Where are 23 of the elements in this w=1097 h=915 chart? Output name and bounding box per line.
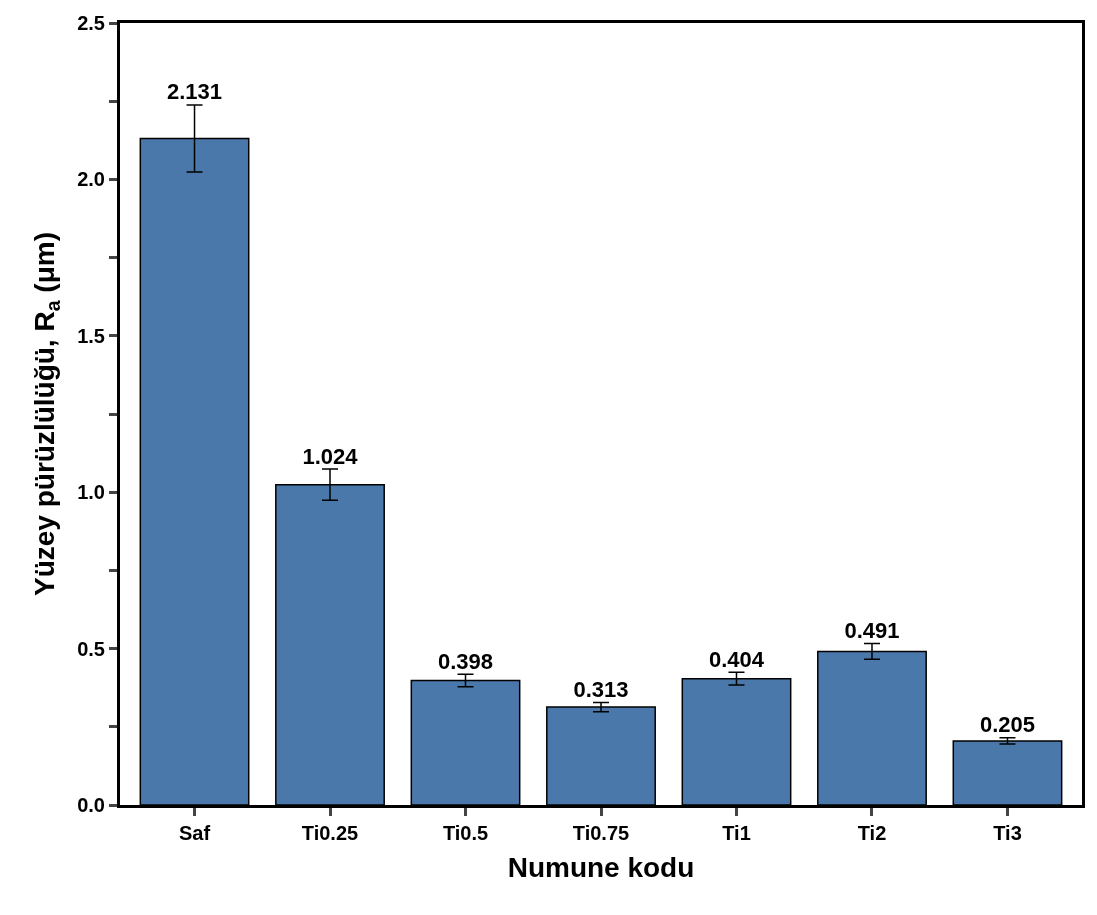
x-tick-label: Ti0.5 [442, 822, 489, 844]
x-tick-label: Ti1 [722, 822, 751, 844]
x-tick-label: Saf [178, 822, 211, 844]
y-tick-label: 1.0 [77, 481, 105, 504]
x-tick-label: Ti3 [993, 822, 1022, 844]
y-tick-label: 0.0 [77, 794, 105, 816]
x-tick-label: Ti0.75 [572, 822, 630, 844]
y-tick-label: 1.5 [77, 324, 105, 347]
bar [546, 706, 656, 805]
bar [952, 740, 1063, 805]
data-label: 0.491 [844, 618, 900, 644]
x-axis-title: Numune kodu [507, 852, 695, 884]
y-tick-label: 2.5 [77, 12, 105, 34]
x-tick-label: Ti2 [857, 822, 887, 844]
x-tick-label: Ti0.25 [301, 822, 359, 844]
data-label: 0.404 [708, 646, 765, 672]
y-tick-label: 0.5 [77, 637, 105, 660]
data-label: 0.205 [979, 712, 1036, 738]
data-label: 0.398 [437, 648, 494, 674]
y-tick-label: 2.0 [77, 168, 105, 191]
data-label: 0.313 [573, 676, 629, 702]
data-label: 2.131 [166, 79, 223, 105]
data-label: 1.024 [302, 443, 359, 469]
